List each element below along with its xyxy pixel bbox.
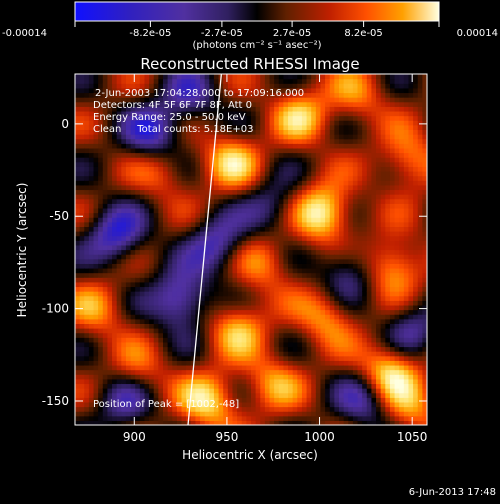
y-tick-label: -150 — [42, 394, 69, 408]
annotation-clean-counts: Clean Total counts: 5.18E+03 — [93, 124, 253, 135]
annotation-detectors: Detectors: 4F 5F 6F 7F 8F, Att 0 — [93, 100, 252, 111]
x-tick-label: 900 — [123, 430, 146, 444]
colorbar-units-label: (photons cm⁻² s⁻¹ asec⁻²) — [192, 40, 321, 51]
colorbar-tick-label: -8.2e-05 — [129, 28, 171, 39]
colorbar-ticks: -0.00014 -8.2e-05 -2.7e-05 2.7e-05 8.2e-05 0.… — [2, 21, 498, 39]
x-tick-label: 1000 — [304, 430, 335, 444]
y-tick-label: -100 — [42, 302, 69, 316]
y-tick-label: -50 — [49, 209, 69, 223]
colorbar-tick-label: 8.2e-05 — [344, 28, 382, 39]
colorbar-tick-label: 2.7e-05 — [273, 28, 311, 39]
annotation-peak-position: Position of Peak = [1002,-48] — [93, 399, 239, 410]
colorbar-tick-label: -2.7e-05 — [201, 28, 243, 39]
annotation-time-range: 2-Jun-2003 17:04:28.000 to 17:09:16.000 — [95, 88, 304, 99]
colorbar-gradient — [75, 2, 439, 21]
colorbar: -0.00014 -8.2e-05 -2.7e-05 2.7e-05 8.2e-05 0.… — [2, 2, 498, 39]
x-tick-label: 1050 — [397, 430, 428, 444]
x-axis-label: Heliocentric X (arcsec) — [182, 448, 318, 462]
colorbar-tick-label: -0.00014 — [2, 28, 47, 39]
y-axis-label: Heliocentric Y (arcsec) — [15, 183, 29, 318]
y-tick-label: 0 — [61, 117, 69, 131]
colorbar-tick-label: 0.00014 — [457, 28, 498, 39]
x-tick-label: 950 — [215, 430, 238, 444]
footer-date-stamp: 6-Jun-2013 17:48 — [409, 487, 496, 498]
annotation-energy-range: Energy Range: 25.0 - 50.0 keV — [93, 112, 246, 123]
chart-title: Reconstructed RHESSI Image — [140, 55, 359, 73]
